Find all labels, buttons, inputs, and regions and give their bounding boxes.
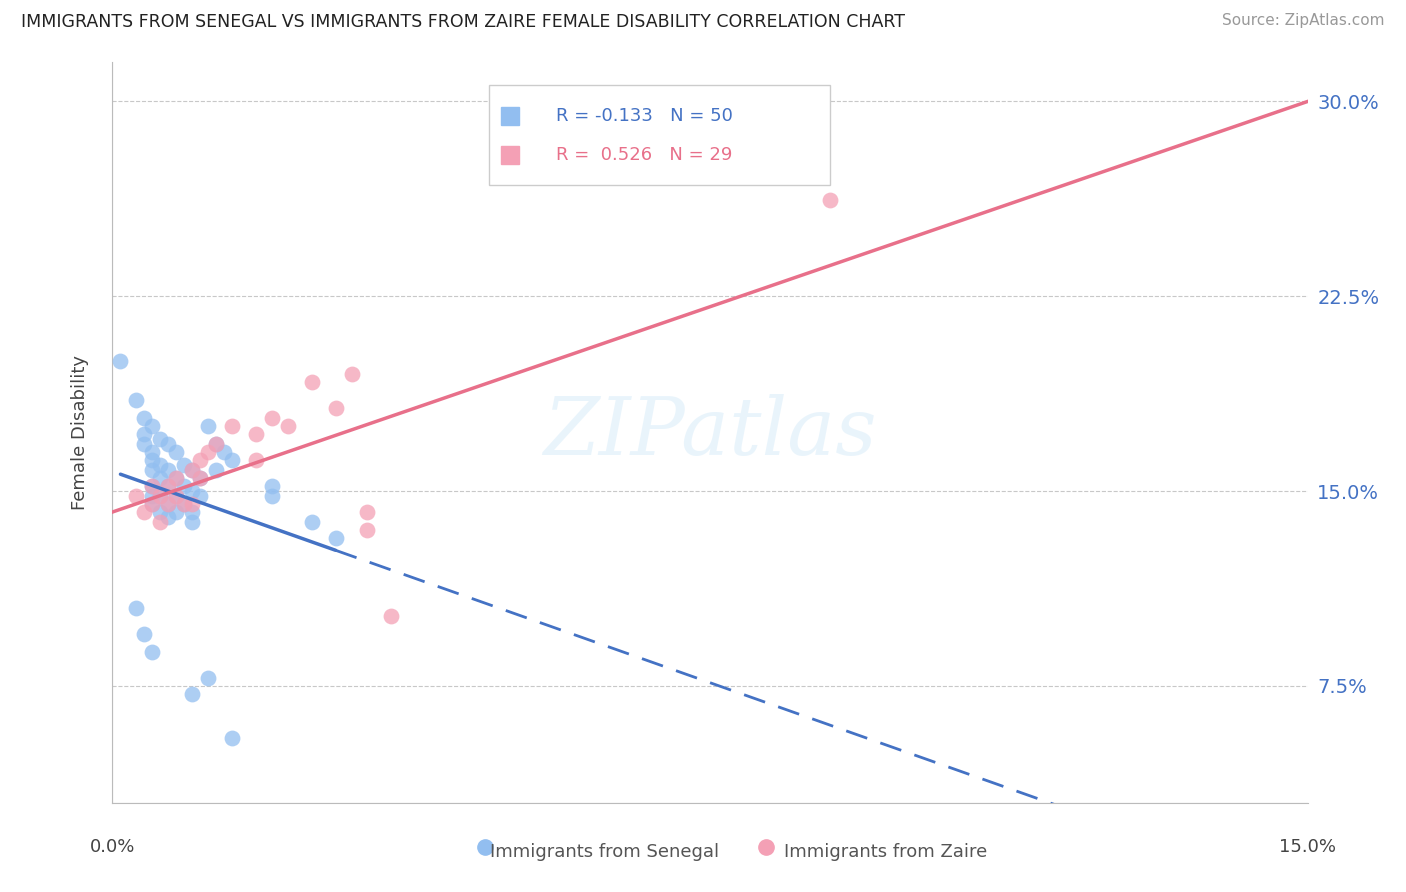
- Point: [110, 354, 132, 368]
- Point: [173, 497, 195, 511]
- Point: [134, 505, 156, 519]
- Point: [181, 463, 204, 477]
- Point: [245, 453, 267, 467]
- Point: [181, 515, 204, 529]
- Point: [157, 437, 180, 451]
- Point: [157, 497, 180, 511]
- Point: [245, 426, 267, 441]
- Text: Immigrants from Zaire: Immigrants from Zaire: [785, 843, 987, 861]
- Point: [165, 445, 187, 459]
- Point: [301, 375, 323, 389]
- Point: [260, 489, 283, 503]
- Point: [165, 471, 187, 485]
- Point: [325, 401, 347, 415]
- Point: [149, 489, 172, 503]
- Point: [149, 515, 172, 529]
- Text: 0.0%: 0.0%: [90, 838, 135, 856]
- Point: [125, 393, 148, 408]
- Point: [157, 479, 180, 493]
- Point: [165, 471, 187, 485]
- Point: [188, 489, 211, 503]
- Point: [149, 505, 172, 519]
- Point: [188, 453, 211, 467]
- Point: [165, 489, 187, 503]
- Point: [205, 463, 228, 477]
- Point: [181, 505, 204, 519]
- Text: R =  0.526   N = 29: R = 0.526 N = 29: [555, 146, 733, 164]
- Point: [197, 445, 219, 459]
- Point: [188, 471, 211, 485]
- Point: [205, 437, 228, 451]
- Text: IMMIGRANTS FROM SENEGAL VS IMMIGRANTS FROM ZAIRE FEMALE DISABILITY CORRELATION C: IMMIGRANTS FROM SENEGAL VS IMMIGRANTS FR…: [21, 13, 905, 31]
- Point: [149, 458, 172, 472]
- Point: [157, 510, 180, 524]
- Point: [173, 458, 195, 472]
- Point: [197, 419, 219, 434]
- Point: [301, 515, 323, 529]
- Point: [141, 645, 163, 659]
- Point: [173, 479, 195, 493]
- Point: [181, 484, 204, 499]
- Point: [205, 437, 228, 451]
- Point: [212, 445, 235, 459]
- Text: ZIPatlas: ZIPatlas: [543, 394, 877, 471]
- Point: [181, 497, 204, 511]
- Text: R = -0.133   N = 50: R = -0.133 N = 50: [555, 107, 733, 125]
- Point: [356, 523, 378, 537]
- Point: [818, 193, 841, 207]
- Point: [157, 497, 180, 511]
- Point: [157, 479, 180, 493]
- Point: [134, 627, 156, 641]
- Point: [125, 601, 148, 615]
- Text: 15.0%: 15.0%: [1279, 838, 1336, 856]
- Point: [260, 479, 283, 493]
- Point: [356, 505, 378, 519]
- Point: [277, 419, 299, 434]
- Point: [325, 531, 347, 545]
- Point: [141, 419, 163, 434]
- Point: [125, 489, 148, 503]
- Point: [221, 419, 243, 434]
- Point: [165, 505, 187, 519]
- Point: [221, 731, 243, 745]
- Point: [141, 479, 163, 493]
- Point: [134, 426, 156, 441]
- Point: [260, 411, 283, 425]
- Point: [141, 489, 163, 503]
- Point: [149, 489, 172, 503]
- Point: [149, 432, 172, 446]
- Point: [173, 497, 195, 511]
- Point: [181, 687, 204, 701]
- Point: [141, 497, 163, 511]
- Point: [141, 445, 163, 459]
- Point: [149, 471, 172, 485]
- Point: [134, 411, 156, 425]
- Y-axis label: Female Disability: Female Disability: [70, 355, 89, 510]
- Point: [134, 437, 156, 451]
- Point: [141, 497, 163, 511]
- Point: [340, 367, 363, 381]
- FancyBboxPatch shape: [489, 85, 830, 185]
- Point: [221, 453, 243, 467]
- Text: Immigrants from Senegal: Immigrants from Senegal: [491, 843, 718, 861]
- Point: [380, 608, 402, 623]
- Point: [141, 479, 163, 493]
- Point: [141, 463, 163, 477]
- Point: [188, 471, 211, 485]
- Point: [181, 463, 204, 477]
- Point: [141, 453, 163, 467]
- Point: [157, 463, 180, 477]
- Text: Source: ZipAtlas.com: Source: ZipAtlas.com: [1222, 13, 1385, 29]
- Point: [197, 671, 219, 685]
- Point: [165, 489, 187, 503]
